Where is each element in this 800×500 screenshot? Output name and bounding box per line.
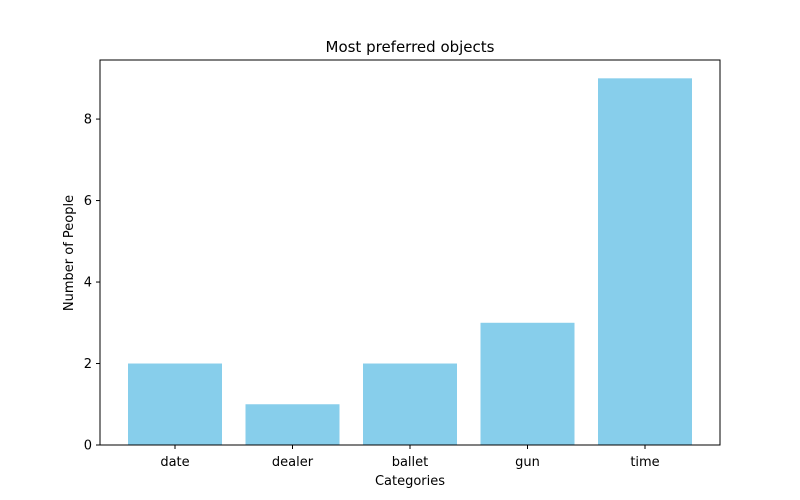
bar-time bbox=[598, 78, 692, 445]
bars-layer bbox=[128, 78, 692, 445]
y-axis-label: Number of People bbox=[62, 195, 77, 311]
x-tick-label-dealer: dealer bbox=[272, 455, 314, 470]
bar-dealer bbox=[245, 404, 340, 445]
y-ticks-layer: 0 2 4 6 8 bbox=[84, 113, 100, 454]
y-tick-label-2: 2 bbox=[84, 357, 92, 372]
x-tick-label-time: time bbox=[630, 455, 659, 470]
x-ticks-layer: date dealer ballet gun time bbox=[160, 445, 660, 470]
x-tick-label-date: date bbox=[160, 455, 189, 470]
chart-title: Most preferred objects bbox=[326, 38, 495, 56]
x-axis-label: Categories bbox=[375, 474, 445, 489]
y-tick-label-0: 0 bbox=[84, 439, 92, 454]
bar-date bbox=[128, 363, 222, 445]
y-tick-label-4: 4 bbox=[84, 276, 92, 291]
y-tick-label-6: 6 bbox=[84, 194, 92, 209]
bar-gun bbox=[480, 322, 575, 445]
x-tick-label-gun: gun bbox=[515, 455, 540, 470]
bar-ballet bbox=[363, 363, 457, 445]
y-tick-label-8: 8 bbox=[84, 113, 92, 128]
x-tick-label-ballet: ballet bbox=[392, 455, 429, 470]
